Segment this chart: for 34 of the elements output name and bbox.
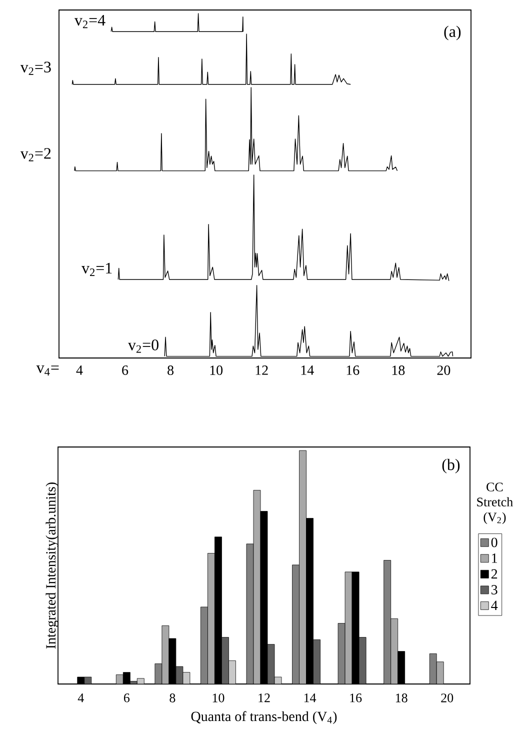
x-tick-label: 8 xyxy=(170,694,176,702)
series-label: v$_{2}$=0 xyxy=(128,340,158,353)
series-label: v$_{2}$=2 xyxy=(20,148,51,162)
y-axis-title: Integrated Intensity(arb.units) xyxy=(46,482,58,649)
series-label: v$_{2}$=3 xyxy=(20,62,51,75)
x-tick-label: 4 xyxy=(78,694,84,702)
x-tick-label: 6 xyxy=(124,694,130,702)
series-label: v$_{2}$=4 xyxy=(74,14,106,28)
x-tick-label: 12 xyxy=(258,694,270,702)
x-tick-label: 16 xyxy=(346,366,360,375)
x-tick-label: 8 xyxy=(168,366,174,375)
legend-label: 2 xyxy=(491,569,498,579)
legend-label: 1 xyxy=(492,554,497,563)
x-tick-label: 20 xyxy=(441,694,454,702)
x-tick-label: 4 xyxy=(76,366,83,375)
annotation: (b) xyxy=(442,458,460,474)
x-tick-label: 10 xyxy=(210,366,223,375)
x-tick-label: 18 xyxy=(396,694,408,702)
x-tick-label: 6 xyxy=(122,366,128,375)
legend-label: 4 xyxy=(491,600,498,610)
x-tick-label: 10 xyxy=(212,694,224,702)
x-tick-label: 16 xyxy=(350,694,362,702)
legend-title: CC Stretch (V$_{2}$) xyxy=(477,482,513,524)
x-tick-label: 20 xyxy=(437,366,450,375)
x-tick-label: 18 xyxy=(392,366,405,375)
x-tick-label: 14 xyxy=(304,694,316,702)
series-label: v$_{2}$=1 xyxy=(82,262,112,276)
x-axis-title: Quanta of trans-bend (V$_{4}$) xyxy=(191,711,337,724)
annotation: (a) xyxy=(444,26,461,40)
legend-label: 0 xyxy=(491,538,498,548)
legend-label: 3 xyxy=(492,585,498,594)
x-axis-title: v$_{4}$= xyxy=(36,366,59,376)
x-tick-label: 14 xyxy=(301,366,314,375)
x-tick-label: 12 xyxy=(256,366,268,375)
